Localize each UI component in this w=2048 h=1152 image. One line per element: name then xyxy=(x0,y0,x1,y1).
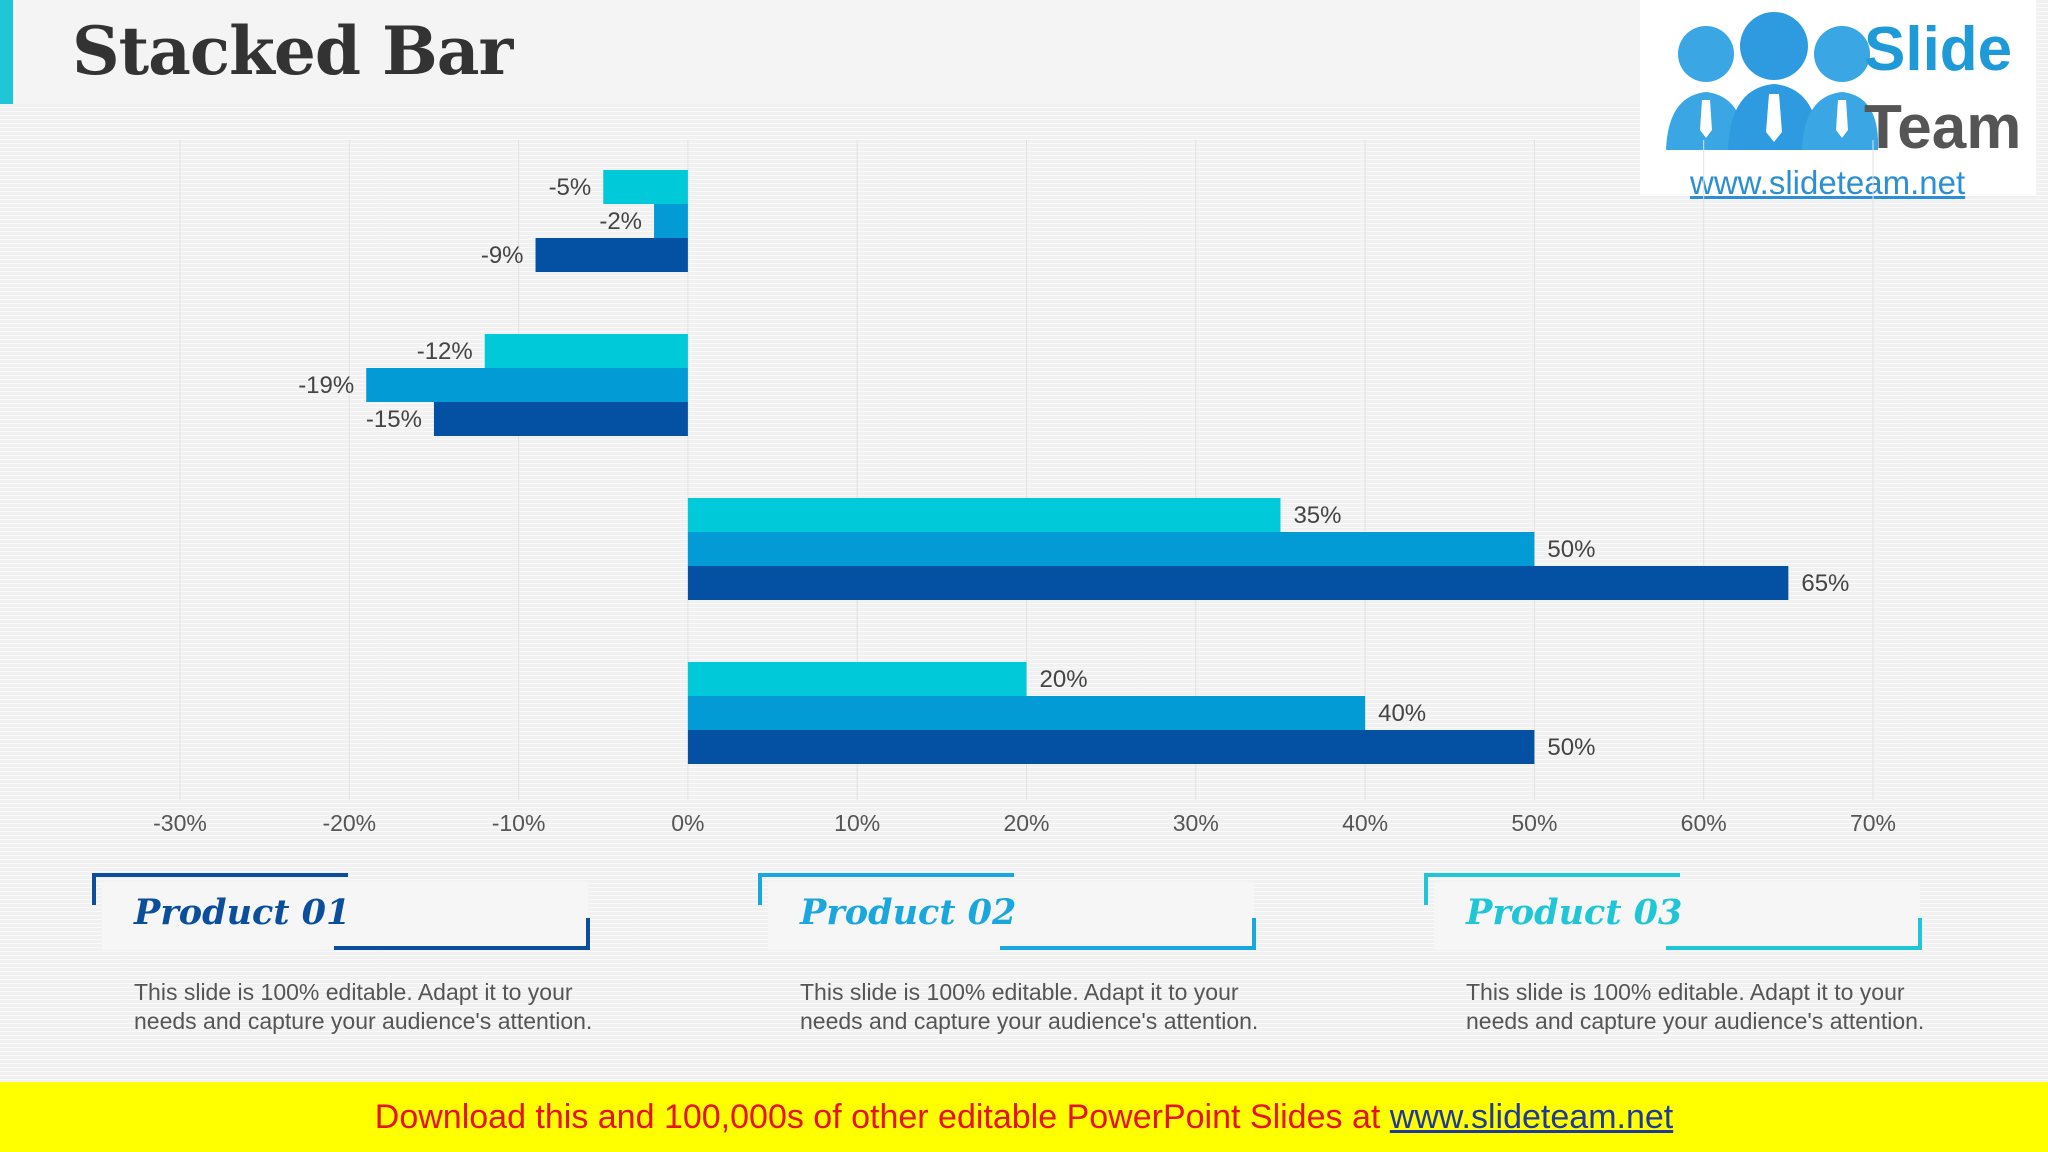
x-tick-label: 20% xyxy=(1003,810,1049,836)
product-description: This slide is 100% editable. Adapt it to… xyxy=(134,979,593,1034)
bar xyxy=(603,170,688,204)
bar xyxy=(687,566,1789,600)
bar xyxy=(687,696,1366,730)
bracket-top-left xyxy=(1424,873,1680,905)
logo-word-team: Team xyxy=(1864,93,2022,162)
x-tick-label: 30% xyxy=(1173,810,1219,836)
x-tick-label: 70% xyxy=(1850,810,1896,836)
bar-chart: -5%-2%-9%-12%-19%-15%35%50%65%20%40%50% … xyxy=(153,140,1896,836)
bar xyxy=(687,730,1535,764)
x-tick-label: 40% xyxy=(1342,810,1388,836)
product-title-box xyxy=(1434,882,1920,950)
product-card-01: Product 01 This slide is 100% editable. … xyxy=(92,870,612,1040)
bar-value-label: 35% xyxy=(1293,502,1341,529)
title-accent xyxy=(0,0,13,104)
logo-url-link[interactable]: www.slideteam.net xyxy=(1690,164,1966,201)
bracket-bottom-right xyxy=(1000,918,1256,950)
x-tick-label: 60% xyxy=(1681,810,1727,836)
bar-value-label: 40% xyxy=(1378,700,1426,727)
x-tick-label: 10% xyxy=(834,810,880,836)
bar xyxy=(687,662,1027,696)
bar-value-label: -12% xyxy=(417,338,473,365)
bracket-top-left xyxy=(758,873,1014,905)
bar-value-label: -5% xyxy=(549,174,592,201)
chart-bars xyxy=(366,170,1789,764)
slide-title: Stacked Bar xyxy=(72,12,513,90)
x-tick-label: 50% xyxy=(1511,810,1557,836)
bar-value-label: -9% xyxy=(481,242,524,269)
product-title-box xyxy=(768,882,1254,950)
x-tick-label: -20% xyxy=(322,810,376,836)
bracket-bottom-right xyxy=(334,918,590,950)
slideteam-logo[interactable]: Slide Team www.slideteam.net xyxy=(1640,0,2036,201)
bar-value-label: -15% xyxy=(366,406,422,433)
bar xyxy=(484,334,688,368)
product-title: Product 01 xyxy=(134,892,351,933)
banner-link[interactable]: www.slideteam.net xyxy=(1389,1098,1674,1136)
product-description: This slide is 100% editable. Adapt it to… xyxy=(800,979,1259,1034)
bar xyxy=(687,498,1281,532)
product-title-box xyxy=(102,882,588,950)
chart-x-axis-ticks: -30% -20% -10% 0% 10% 20% 30% 40% 50% 60% 70% xyxy=(153,810,1896,836)
bracket-top-left xyxy=(92,873,348,905)
bar xyxy=(535,238,688,272)
bar-value-label: -19% xyxy=(298,372,354,399)
bar-value-label: 65% xyxy=(1801,570,1849,597)
bar xyxy=(366,368,688,402)
x-tick-label: -10% xyxy=(492,810,546,836)
product-title: Product 02 xyxy=(800,892,1017,933)
bar-value-label: 50% xyxy=(1547,734,1595,761)
product-card-03: Product 03 This slide is 100% editable. … xyxy=(1424,870,1944,1040)
x-tick-label: 0% xyxy=(671,810,704,836)
chart-data-labels: -5% -2% -9% -12% -19% -15% 35% 50% 65% 20% 40% 50% xyxy=(298,174,1849,761)
product-title: Product 03 xyxy=(1466,892,1683,933)
bar-value-label: -2% xyxy=(599,208,642,235)
bar xyxy=(654,204,688,238)
download-banner[interactable]: Download this and 100,000s of other edit… xyxy=(0,1082,2048,1152)
x-tick-label: -30% xyxy=(153,810,207,836)
bracket-bottom-right xyxy=(1666,918,1922,950)
bar-value-label: 50% xyxy=(1547,536,1595,563)
people-icon xyxy=(1666,12,1878,150)
bar xyxy=(433,402,688,436)
bar-value-label: 20% xyxy=(1040,666,1088,693)
banner-text: Download this and 100,000s of other edit… xyxy=(374,1098,1390,1136)
logo-word-slide: Slide xyxy=(1864,15,2013,84)
product-description: This slide is 100% editable. Adapt it to… xyxy=(1466,979,1925,1034)
title-bar: Stacked Bar xyxy=(0,0,1640,104)
bar xyxy=(687,532,1535,566)
product-card-02: Product 02 This slide is 100% editable. … xyxy=(758,870,1278,1040)
